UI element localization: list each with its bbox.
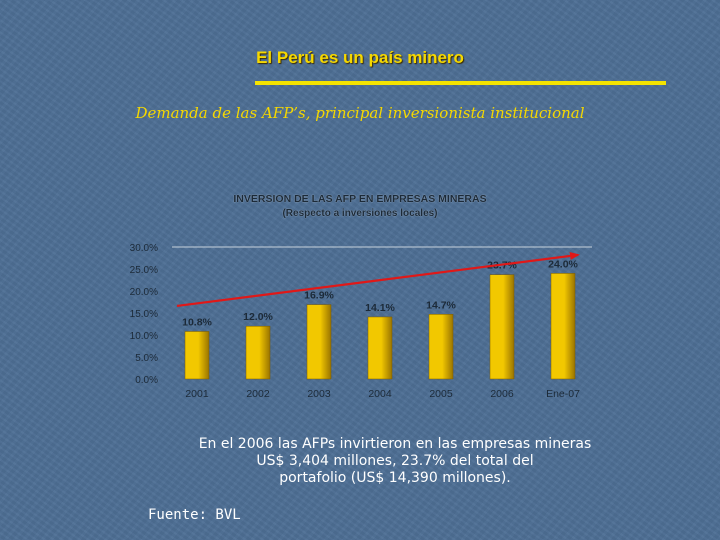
y-tick-label: 0.0% (135, 375, 158, 386)
y-tick-label: 25.0% (130, 265, 158, 276)
y-tick-label: 5.0% (135, 353, 158, 364)
trend-arrow (176, 251, 580, 308)
bar (184, 331, 210, 380)
title-underline (255, 81, 666, 85)
caption: En el 2006 las AFPs invirtieron en las e… (150, 436, 640, 487)
caption-line-3: portafolio (US$ 14,390 millones). (279, 470, 511, 486)
y-tick-label: 15.0% (130, 309, 158, 320)
bar-value-label: 16.9% (304, 290, 334, 302)
bar-value-label: 14.7% (426, 299, 456, 311)
bar (489, 274, 515, 380)
caption-line-2: US$ 3,404 millones, 23.7% del total del (256, 453, 534, 469)
bar-value-label: 10.8% (182, 316, 212, 328)
slide-title: El Perú es un país minero (256, 48, 464, 67)
y-tick-label: 10.0% (130, 331, 158, 342)
x-tick-label: 2005 (429, 388, 453, 400)
bar (245, 325, 271, 380)
x-tick-label: 2002 (246, 388, 270, 400)
chart-subtitle: (Respecto a inversiones locales) (282, 208, 438, 219)
x-tick-label: 2003 (307, 388, 331, 400)
x-tick-label: 2006 (490, 388, 514, 400)
chart-title: INVERSION DE LAS AFP EN EMPRESAS MINERAS (233, 193, 487, 205)
bar-value-label: 14.1% (365, 302, 395, 314)
source-note: Fuente: BVL (148, 507, 241, 523)
bar (306, 304, 332, 380)
bar (550, 273, 576, 380)
x-tick-label: 2001 (185, 388, 209, 400)
caption-line-1: En el 2006 las AFPs invirtieron en las e… (198, 436, 592, 452)
bar-value-label: 24.0% (548, 258, 578, 270)
slide-subtitle: Demanda de las AFP’s, principal inversio… (135, 104, 585, 122)
bar (428, 314, 454, 380)
y-tick-label: 30.0% (130, 243, 158, 254)
x-tick-label: Ene-07 (546, 388, 580, 400)
bar (367, 316, 393, 380)
bar-value-label: 12.0% (243, 311, 273, 323)
x-tick-label: 2004 (368, 388, 392, 400)
y-tick-label: 20.0% (130, 287, 158, 298)
